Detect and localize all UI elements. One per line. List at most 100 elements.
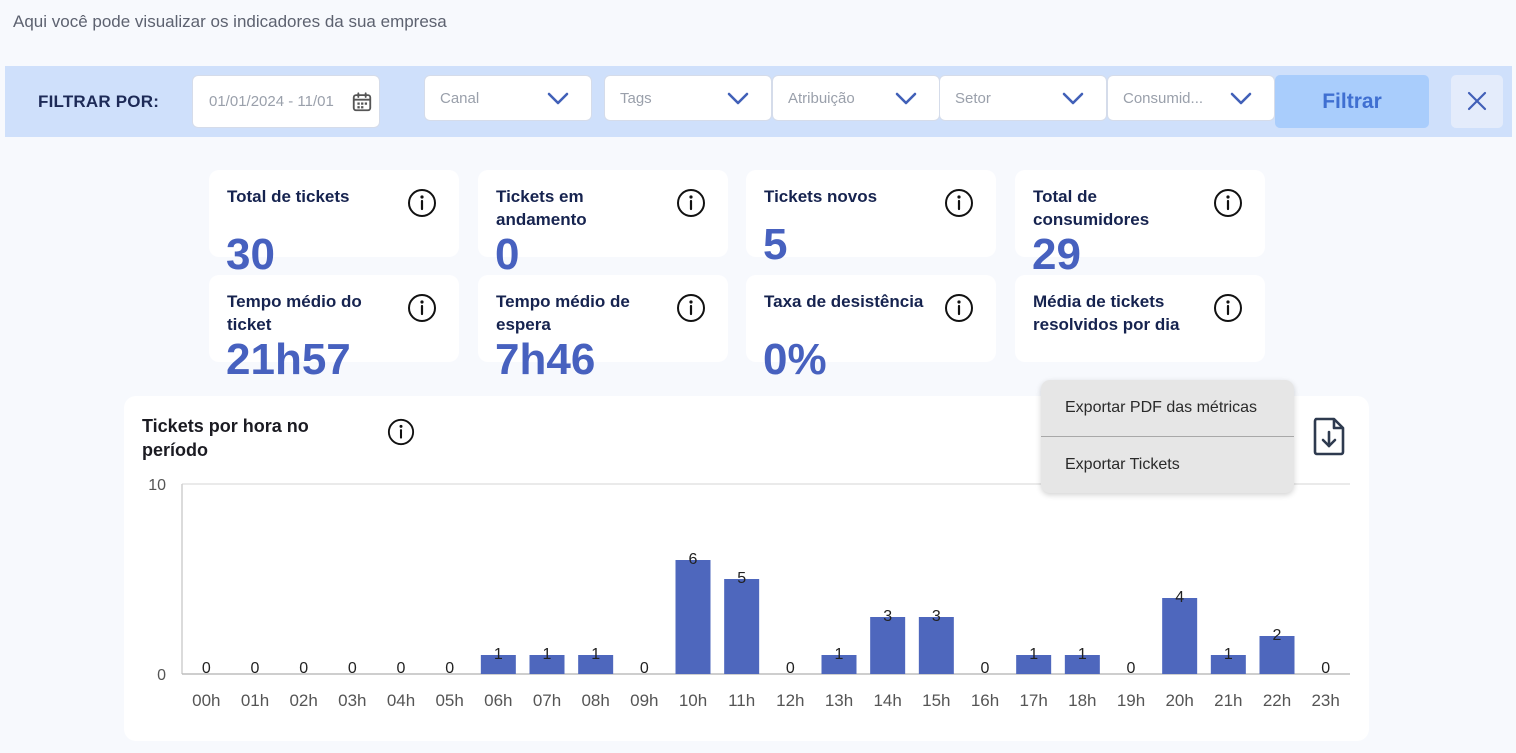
x-tick-label-02h: 02h — [289, 691, 317, 710]
chevron-down-icon — [547, 92, 569, 105]
data-label-04h: 0 — [397, 660, 406, 677]
metric-value: 0 — [495, 230, 520, 279]
data-label-08h: 1 — [591, 646, 600, 663]
select-consumidor[interactable]: Consumid... — [1107, 75, 1275, 121]
metric-title: Total de consumidores — [1033, 187, 1150, 229]
filter-label: FILTRAR POR: — [38, 92, 160, 111]
metric-card-tickets-novos: Tickets novos 5 — [746, 170, 996, 269]
date-range-value: 01/01/2024 - 11/01 — [209, 93, 334, 110]
menu-divider — [1041, 436, 1294, 437]
metric-title: Tickets novos — [764, 187, 878, 206]
chevron-down-icon — [1230, 92, 1252, 105]
data-label-17h: 1 — [1029, 646, 1038, 663]
bar-21h — [1210, 655, 1246, 674]
export-menu: Exportar PDF das métricas Exportar Ticke… — [1041, 380, 1294, 493]
bar-10h — [675, 560, 711, 674]
x-tick-label-17h: 17h — [1019, 691, 1047, 710]
bar-22h — [1259, 636, 1295, 674]
x-tick-label-19h: 19h — [1117, 691, 1145, 710]
data-label-02h: 0 — [299, 660, 308, 677]
info-icon[interactable] — [1213, 293, 1243, 323]
download-file-icon[interactable] — [1312, 416, 1346, 456]
menu-item-export-pdf[interactable]: Exportar PDF das métricas — [1065, 399, 1258, 416]
data-label-22h: 2 — [1273, 627, 1282, 644]
x-tick-label-16h: 16h — [971, 691, 999, 710]
data-label-05h: 0 — [445, 660, 454, 677]
x-tick-label-03h: 03h — [338, 691, 366, 710]
bar-14h — [870, 617, 906, 674]
info-icon[interactable] — [407, 293, 437, 323]
date-range-field[interactable]: 01/01/2024 - 11/01 — [192, 75, 380, 128]
select-atribuicao[interactable]: Atribuição — [772, 75, 940, 121]
chevron-down-icon — [895, 92, 917, 105]
select-setor-label: Setor — [955, 90, 991, 107]
x-tick-label-01h: 01h — [241, 691, 269, 710]
y-tick-label: 0 — [157, 667, 166, 684]
data-label-18h: 1 — [1078, 646, 1087, 663]
data-label-03h: 0 — [348, 660, 357, 677]
metric-value: 0% — [763, 335, 827, 384]
bar-chart: 010000h001h002h003h004h005h106h107h108h0… — [148, 477, 1350, 710]
metric-card-taxa-desistencia: Taxa de desistência 0% — [746, 275, 996, 384]
x-tick-label-06h: 06h — [484, 691, 512, 710]
data-label-12h: 0 — [786, 660, 795, 677]
info-icon[interactable] — [676, 188, 706, 218]
metric-value: 7h46 — [495, 335, 596, 384]
x-tick-label-00h: 00h — [192, 691, 220, 710]
metric-value: 30 — [226, 230, 275, 279]
bar-20h — [1162, 598, 1198, 674]
info-icon[interactable] — [407, 188, 437, 218]
close-icon — [1467, 91, 1487, 111]
data-label-20h: 4 — [1175, 589, 1184, 606]
metric-card-total-tickets: Total de tickets 30 — [209, 170, 459, 279]
select-tags[interactable]: Tags — [604, 75, 772, 121]
data-label-16h: 0 — [981, 660, 990, 677]
bar-11h — [724, 579, 760, 674]
info-icon[interactable] — [387, 418, 415, 446]
x-tick-label-23h: 23h — [1311, 691, 1339, 710]
select-atribuicao-label: Atribuição — [788, 90, 855, 107]
x-tick-label-11h: 11h — [728, 691, 755, 710]
select-setor[interactable]: Setor — [939, 75, 1107, 121]
select-tags-label: Tags — [620, 90, 652, 107]
data-label-06h: 1 — [494, 646, 503, 663]
info-icon[interactable] — [944, 188, 974, 218]
metric-value: 29 — [1032, 230, 1081, 279]
x-tick-label-15h: 15h — [922, 691, 950, 710]
data-label-19h: 0 — [1127, 660, 1136, 677]
info-icon[interactable] — [944, 293, 974, 323]
select-consumidor-label: Consumid... — [1123, 90, 1204, 107]
data-label-09h: 0 — [640, 660, 649, 677]
y-tick-label: 10 — [148, 477, 166, 494]
data-label-21h: 1 — [1224, 646, 1233, 663]
metric-card-total-consumidores: Total de consumidores 29 — [1015, 170, 1265, 279]
select-canal[interactable]: Canal — [424, 75, 592, 121]
metric-title: Taxa de desistência — [764, 292, 924, 311]
data-label-07h: 1 — [543, 646, 552, 663]
data-label-13h: 1 — [835, 646, 844, 663]
data-label-15h: 3 — [932, 608, 941, 625]
bar-07h — [529, 655, 565, 674]
x-tick-label-14h: 14h — [873, 691, 901, 710]
metric-title: Média de tickets resolvidos por dia — [1033, 292, 1180, 334]
calendar-icon[interactable] — [351, 91, 373, 113]
bar-06h — [480, 655, 516, 674]
menu-item-export-tickets[interactable]: Exportar Tickets — [1065, 456, 1180, 473]
chevron-down-icon — [727, 92, 749, 105]
x-tick-label-18h: 18h — [1068, 691, 1096, 710]
x-tick-label-05h: 05h — [435, 691, 463, 710]
chart-title: Tickets por hora no período — [142, 416, 309, 460]
metric-title: Tempo médio do ticket — [227, 292, 362, 334]
x-tick-label-12h: 12h — [776, 691, 804, 710]
info-icon[interactable] — [676, 293, 706, 323]
x-tick-label-13h: 13h — [825, 691, 853, 710]
bar-18h — [1064, 655, 1100, 674]
clear-filters-button[interactable] — [1451, 75, 1503, 128]
metric-value: 21h57 — [226, 335, 351, 384]
data-label-10h: 6 — [689, 551, 698, 568]
info-icon[interactable] — [1213, 188, 1243, 218]
data-label-11h: 5 — [737, 570, 746, 587]
filter-button[interactable]: Filtrar — [1275, 75, 1429, 128]
metric-card-tempo-medio-espera: Tempo médio de espera 7h46 — [478, 275, 728, 384]
select-canal-label: Canal — [440, 90, 480, 107]
